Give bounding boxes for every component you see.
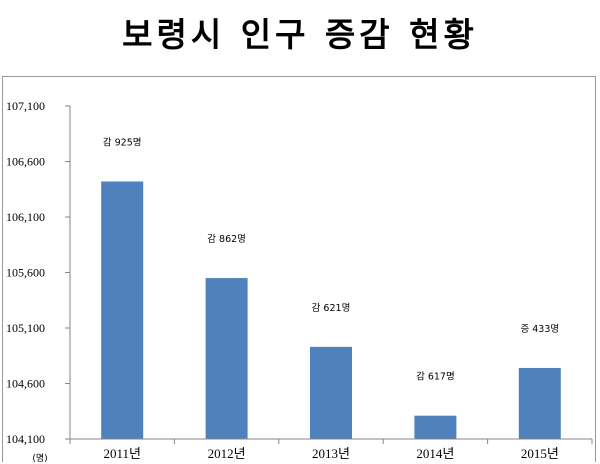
y-tick-label: 107,100 [6, 99, 45, 113]
y-tick-label: 104,100 [6, 432, 45, 446]
x-category-label: 2013년 [312, 446, 350, 461]
bar [310, 346, 352, 439]
y-tick-label: 105,600 [6, 266, 45, 280]
y-tick-label: 104,600 [6, 377, 45, 391]
chart-title: 보령시 인구 증감 현황 [122, 15, 478, 54]
bar-data-label: 증 433명 [520, 324, 559, 335]
bar-data-label: 감 862명 [207, 233, 246, 245]
x-category-label: 2015년 [521, 446, 559, 461]
bar-data-label: 감 621명 [312, 302, 351, 314]
y-unit-label: (명) [32, 453, 47, 464]
y-tick-label: 106,600 [6, 155, 45, 169]
bar-data-label: 감 617명 [416, 371, 455, 383]
y-axis: 107,100 106,600 106,100 105,600 105,100 104,6… [6, 99, 71, 446]
x-category-label: 2012년 [208, 446, 246, 461]
x-category-label: 2014년 [416, 446, 454, 461]
x-category-label: 2011년 [103, 446, 140, 461]
y-tick-label: 105,100 [6, 321, 45, 335]
bar [101, 181, 144, 440]
chart-frame [2, 76, 596, 462]
bar-data-label: 감 925명 [103, 136, 142, 148]
bar [518, 367, 561, 439]
bar [205, 278, 248, 439]
bar [414, 415, 457, 439]
y-tick-label: 106,100 [6, 210, 45, 224]
x-axis: 2011년 2012년 2013년 2014년 2015년 [69, 438, 593, 461]
